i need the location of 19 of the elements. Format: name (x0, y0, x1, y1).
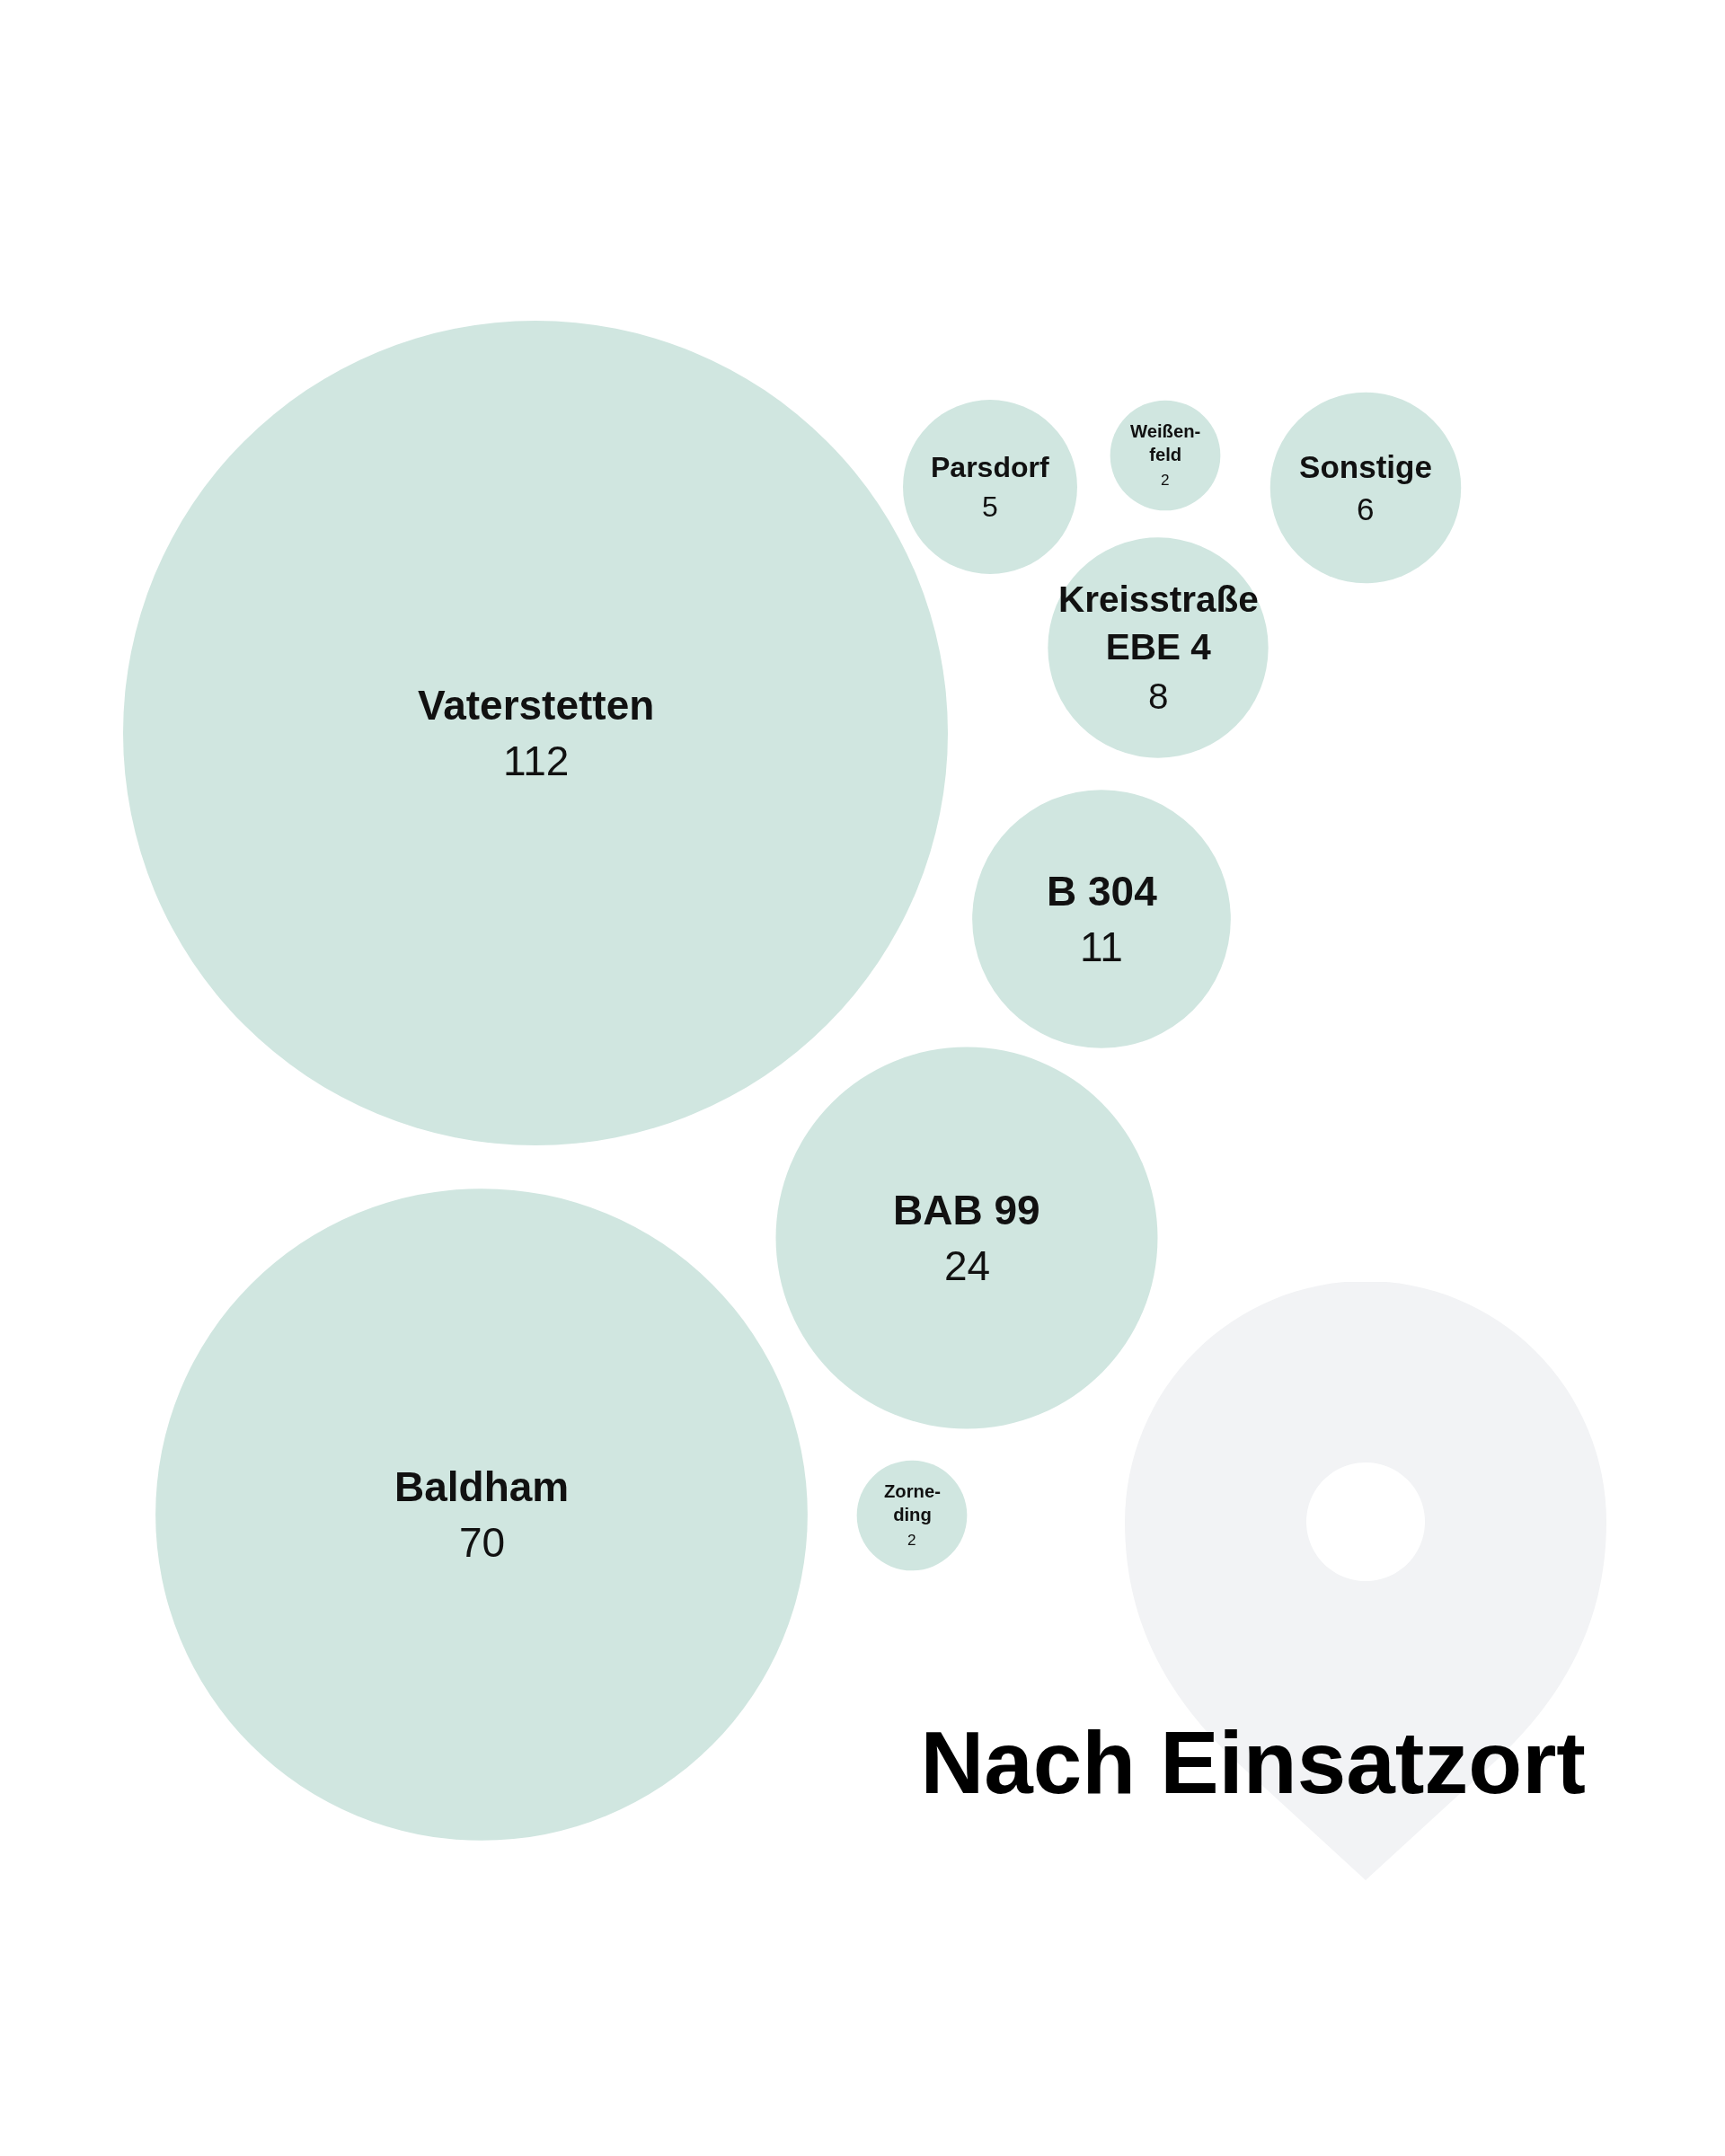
data-label: 6 (1357, 491, 1375, 526)
data-label: 70 (459, 1519, 506, 1566)
category-label: Parsdorf (931, 451, 1049, 483)
category-label: B 304 (1047, 868, 1158, 915)
data-label: 5 (982, 490, 998, 523)
category-label: Kreisstraße EBE 4 (1058, 579, 1259, 667)
category-label: Weißen- feld (1130, 421, 1201, 465)
category-label: Vaterstetten (418, 682, 655, 729)
data-label: 112 (503, 738, 570, 784)
data-label: 8 (1148, 676, 1169, 717)
data-label: 2 (907, 1531, 916, 1549)
data-label: 24 (944, 1242, 991, 1289)
category-label: Zorne- ding (884, 1481, 941, 1525)
category-label: BAB 99 (893, 1187, 1040, 1233)
category-label: Baldham (394, 1463, 570, 1510)
text: Nach Einsatzort (920, 1713, 1586, 1813)
data-label: 11 (1080, 923, 1123, 970)
data-label: 2 (1161, 471, 1170, 489)
category-label: Sonstige (1299, 449, 1432, 484)
